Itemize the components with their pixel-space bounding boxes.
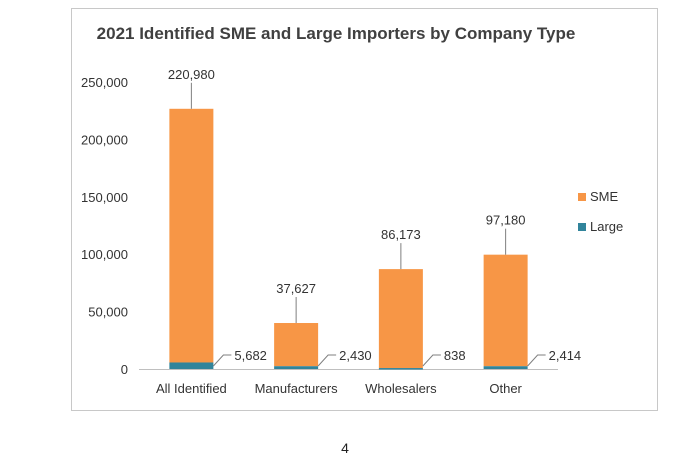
data-labels: 220,980 5,682 37,627 2,430 86,173 838 97,180 2,…: [168, 67, 582, 367]
sme-value-label: 220,980: [168, 67, 215, 82]
sme-value-label: 37,627: [276, 281, 316, 296]
sme-value-label: 86,173: [381, 227, 421, 242]
x-tick-label: Wholesalers: [365, 381, 437, 396]
large-leader-line: [317, 354, 337, 367]
large-leader-line: [213, 354, 232, 367]
chart-frame: [71, 8, 658, 411]
bar-large: [483, 366, 528, 369]
page-number: 4: [341, 440, 349, 456]
y-tick-label: 150,000: [81, 190, 128, 205]
large-value-label: 2,430: [339, 348, 372, 363]
bar-sme: [169, 108, 214, 363]
large-leader-line: [422, 354, 441, 367]
y-tick-label: 50,000: [88, 305, 128, 320]
x-axis: All Identified Manufacturers Wholesalers Ot…: [139, 369, 558, 396]
bar-sme: [378, 269, 423, 369]
x-tick-label: All Identified: [156, 381, 227, 396]
bar-large: [274, 366, 319, 369]
bar-large: [169, 362, 214, 369]
large-value-label: 838: [444, 348, 466, 363]
x-tick-label: Manufacturers: [255, 381, 339, 396]
legend-label-large: Large: [590, 219, 623, 234]
y-axis: 0 50,000 100,000 150,000 200,000 250,000: [81, 75, 128, 377]
large-leader-line: [527, 354, 546, 367]
x-tick-label: Other: [489, 381, 522, 396]
y-tick-label: 100,000: [81, 247, 128, 262]
legend-label-sme: SME: [590, 189, 619, 204]
bar-large: [378, 368, 423, 370]
y-tick-label: 200,000: [81, 132, 128, 147]
chart-title: 2021 Identified SME and Large Importers …: [97, 24, 576, 43]
legend: SME Large: [578, 189, 623, 234]
large-value-label: 2,414: [549, 348, 582, 363]
large-value-label: 5,682: [234, 348, 267, 363]
bar-sme: [483, 254, 528, 367]
bars: [169, 108, 528, 370]
bar-sme: [274, 323, 319, 367]
legend-swatch-large: [578, 223, 586, 231]
legend-swatch-sme: [578, 193, 586, 201]
y-tick-label: 250,000: [81, 75, 128, 90]
y-tick-label: 0: [121, 362, 128, 377]
sme-value-label: 97,180: [486, 213, 526, 228]
